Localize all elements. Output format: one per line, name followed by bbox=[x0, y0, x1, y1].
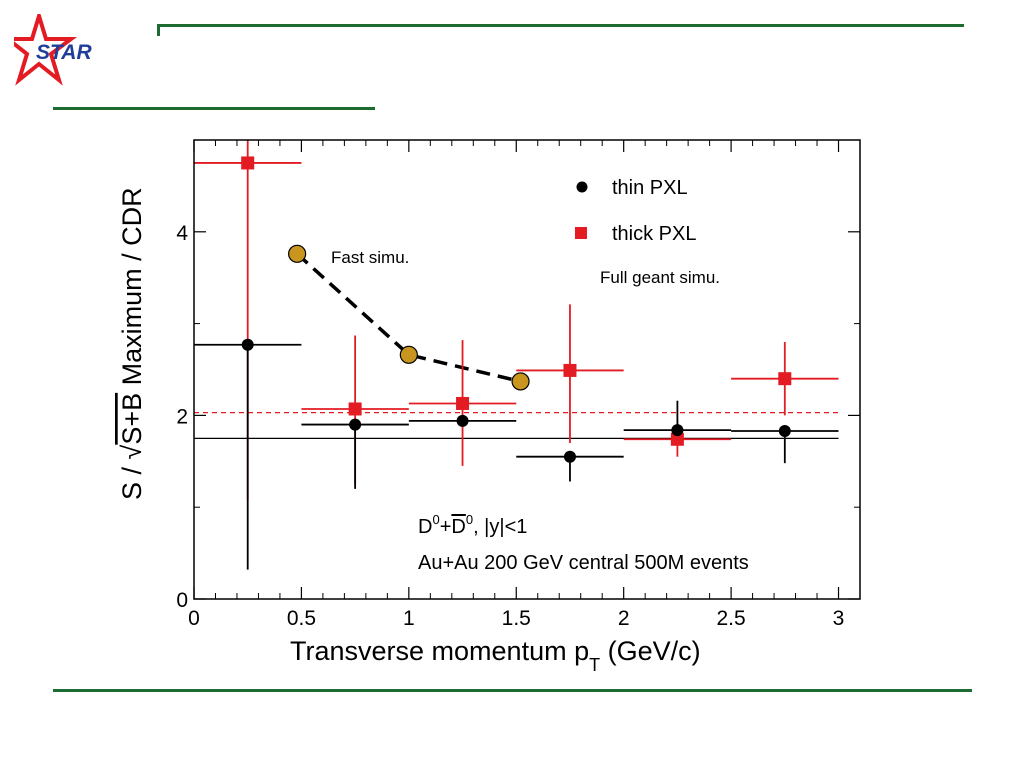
y-tick-label: 2 bbox=[176, 405, 188, 428]
x-tick-label: 0.5 bbox=[287, 607, 316, 630]
thick-pxl-point bbox=[456, 396, 470, 410]
x-axis-title-main: Transverse momentum p bbox=[290, 636, 589, 666]
x-tick-label: 2.5 bbox=[716, 607, 745, 630]
legend-thin-marker bbox=[576, 181, 588, 193]
star-logo-star-icon bbox=[14, 14, 77, 86]
star-logo: STAR bbox=[14, 14, 92, 86]
x-axis-title: Transverse momentum pT (GeV/c) bbox=[290, 636, 701, 675]
top-rule-right bbox=[157, 24, 964, 27]
y-tick-label: 0 bbox=[176, 589, 188, 612]
channel-label: D0+D0, |y|<1 bbox=[418, 512, 527, 538]
channel-plus: + bbox=[440, 516, 452, 538]
y-axis-title-root: S+B bbox=[117, 393, 147, 445]
star-logo-text: STAR bbox=[36, 41, 92, 64]
fast-simu-label: Fast simu. bbox=[331, 248, 409, 267]
markers bbox=[241, 156, 792, 463]
fast-simu-curve bbox=[295, 252, 521, 384]
plot-frame bbox=[193, 139, 861, 600]
y-tick-label: 4 bbox=[176, 222, 188, 245]
channel-rest: , |y|<1 bbox=[473, 516, 527, 538]
y-axis-title: S / √S+B Maximum / CDR bbox=[117, 187, 147, 500]
thick-pxl-point bbox=[241, 156, 255, 170]
x-tick-label: 1 bbox=[403, 607, 415, 630]
x-tick-label: 2 bbox=[618, 607, 630, 630]
y-axis-title-pre: S / bbox=[117, 459, 147, 500]
thin-pxl-point bbox=[563, 450, 576, 463]
channel-dbar: D bbox=[451, 516, 465, 538]
thin-pxl-point bbox=[778, 425, 791, 438]
bottom-rule bbox=[53, 689, 972, 692]
thin-pxl-point bbox=[241, 338, 254, 351]
thin-pxl-point bbox=[349, 418, 362, 431]
x-tick-label: 1.5 bbox=[502, 607, 531, 630]
legend-thick-label: thick PXL bbox=[612, 223, 696, 245]
x-axis-title-tail: (GeV/c) bbox=[600, 636, 701, 666]
fast-simu-point bbox=[288, 244, 307, 263]
axis-ticks: 0 0.5 1 1.5 2 2.5 3 0 2 4 bbox=[176, 139, 860, 630]
full-simu-label: Full geant simu. bbox=[600, 268, 720, 287]
y-axis-title-post: Maximum / CDR bbox=[117, 187, 147, 393]
thick-pxl-point bbox=[778, 372, 792, 386]
legend-thin-label: thin PXL bbox=[612, 177, 688, 199]
reference-lines bbox=[194, 412, 839, 439]
events-label: Au+Au 200 GeV central 500M events bbox=[418, 552, 749, 574]
legend: thin PXL thick PXL bbox=[575, 177, 696, 245]
fast-simu-point bbox=[511, 372, 530, 391]
channel-sup2: 0 bbox=[466, 512, 473, 527]
channel-sup1: 0 bbox=[432, 512, 439, 527]
fast-simu-line bbox=[295, 252, 521, 384]
channel-d: D bbox=[418, 516, 432, 538]
error-bars bbox=[194, 140, 839, 570]
thin-pxl-point bbox=[456, 414, 469, 427]
legend-thick-marker bbox=[575, 227, 587, 239]
title-underline bbox=[53, 107, 375, 110]
x-axis-title-sub: T bbox=[589, 655, 600, 675]
thick-pxl-point bbox=[348, 402, 362, 416]
x-tick-label: 3 bbox=[833, 607, 845, 630]
thick-pxl-point bbox=[670, 432, 684, 446]
y-axis-title-root-sign: √ bbox=[117, 444, 147, 459]
x-tick-label: 0 bbox=[188, 607, 200, 630]
top-rule-tick bbox=[157, 24, 160, 36]
thin-pxl-point bbox=[671, 424, 684, 437]
thick-pxl-point bbox=[563, 363, 577, 377]
fast-simu-point bbox=[399, 345, 418, 364]
